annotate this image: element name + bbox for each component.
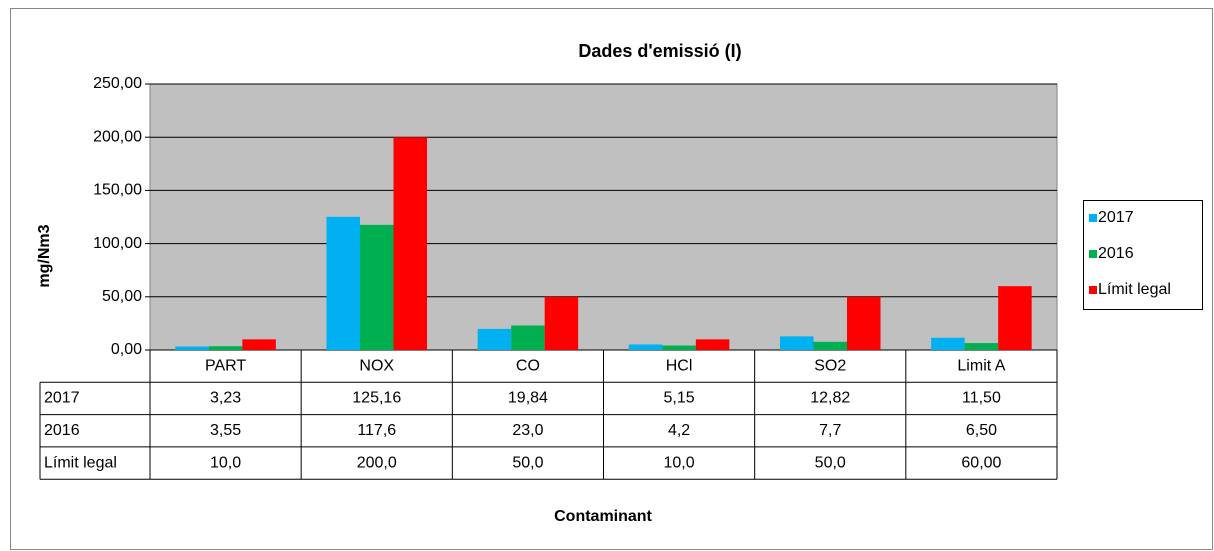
table-cell: 50,0 (512, 454, 543, 471)
legend-label: Límit legal (1098, 281, 1171, 298)
table-cell: 200,0 (357, 454, 397, 471)
bar (780, 336, 814, 350)
legend-label: 2017 (1098, 209, 1134, 226)
table-cell: 3,23 (210, 390, 241, 407)
legend-swatch (1089, 286, 1097, 294)
y-axis-title: mg/Nm3 (36, 224, 53, 287)
y-tick-label: 200,00 (93, 128, 142, 145)
plot-area (149, 83, 1058, 351)
table-cell: 5,15 (664, 390, 695, 407)
table-cell: 60,00 (961, 454, 1001, 471)
y-tick-label: 250,00 (93, 75, 142, 92)
table-cell: 117,6 (357, 422, 396, 439)
table-cell: 7,7 (819, 422, 841, 439)
y-tick-label: 0,00 (111, 341, 142, 358)
bar (477, 328, 512, 350)
x-tick-label: HCl (666, 357, 693, 374)
bar (964, 343, 999, 350)
legend-label: 2016 (1098, 245, 1134, 262)
chart-title: Dades d'emissió (I) (578, 41, 741, 61)
x-tick-label: Limit A (957, 357, 1005, 374)
bar (813, 341, 847, 350)
legend-box (1083, 200, 1203, 310)
bar (998, 286, 1032, 350)
table-cell: 10,0 (664, 454, 695, 471)
table-cell: 23,0 (512, 422, 543, 439)
bar (326, 216, 360, 350)
legend-swatch (1089, 214, 1097, 222)
bar (695, 339, 730, 350)
bar (544, 296, 579, 350)
bar (931, 337, 965, 350)
x-tick-label: CO (516, 357, 540, 374)
bar (360, 224, 394, 350)
x-tick-label: PART (205, 357, 246, 374)
bar (175, 346, 209, 350)
table-cell: 10,0 (210, 454, 241, 471)
bar (208, 346, 243, 350)
table-cell: 12,82 (810, 390, 850, 407)
y-tick-label: 150,00 (93, 182, 142, 199)
x-axis-title: Contaminant (554, 508, 652, 525)
x-tick-label: NOX (359, 357, 394, 374)
y-tick-label: 100,00 (93, 235, 142, 252)
table-cell: 4,2 (668, 422, 690, 439)
bar (628, 344, 663, 350)
table-cell: 11,50 (962, 390, 1001, 407)
bar (393, 137, 427, 350)
x-tick-label: SO2 (814, 357, 846, 374)
table-cell: 6,50 (966, 422, 997, 439)
table-row-label: 2017 (44, 390, 80, 407)
legend-swatch (1089, 250, 1097, 258)
y-tick-label: 50,00 (102, 288, 142, 305)
bar (847, 296, 881, 350)
table-cell: 3,55 (210, 422, 241, 439)
bar (242, 339, 276, 350)
table-row-label: Límit legal (44, 454, 117, 471)
table-row-label: 2016 (44, 422, 80, 439)
table-cell: 19,84 (508, 390, 548, 407)
table-cell: 125,16 (352, 390, 401, 407)
bar (662, 345, 696, 350)
table-cell: 50,0 (815, 454, 846, 471)
bar (511, 325, 545, 350)
